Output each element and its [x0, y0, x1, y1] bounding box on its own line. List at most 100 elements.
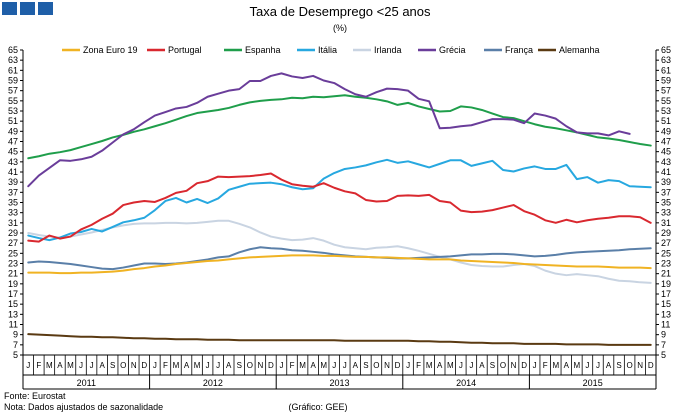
x-month-label: J: [343, 361, 347, 370]
x-month-label: J: [533, 361, 537, 370]
y-tick-label-left: 57: [8, 86, 18, 96]
x-month-label: N: [131, 361, 137, 370]
x-month-label: M: [46, 361, 53, 370]
x-month-label: M: [552, 361, 559, 370]
legend-label: Irlanda: [374, 45, 402, 55]
y-tick-label-right: 51: [661, 116, 671, 126]
series-line-zona-euro-19: [27, 254, 652, 275]
y-tick-label-left: 23: [8, 259, 18, 269]
x-month-label: M: [320, 361, 327, 370]
logo-block-1: [2, 2, 17, 15]
y-tick-label-left: 43: [8, 157, 18, 167]
y-axis-right: 5791113151719212325272931333537394143454…: [655, 45, 671, 389]
x-month-label: A: [606, 361, 612, 370]
x-month-label: D: [521, 361, 527, 370]
y-tick-label-left: 13: [8, 309, 18, 319]
series-line-franca: [27, 246, 652, 271]
chart-subtitle: (%): [333, 23, 347, 33]
x-month-label: D: [395, 361, 401, 370]
x-month-label: J: [279, 361, 283, 370]
y-tick-label-left: 5: [13, 350, 18, 360]
x-month-label: F: [543, 361, 548, 370]
y-tick-label-right: 49: [661, 126, 671, 136]
x-month-label: M: [67, 361, 74, 370]
legend-label: Itália: [318, 45, 337, 55]
y-tick-label-left: 49: [8, 126, 18, 136]
y-tick-label-right: 9: [661, 330, 666, 340]
y-tick-label-left: 45: [8, 147, 18, 157]
x-month-label: N: [257, 361, 263, 370]
y-tick-label-right: 25: [661, 248, 671, 258]
y-tick-label-right: 5: [661, 350, 666, 360]
x-month-label: M: [574, 361, 581, 370]
x-month-label: J: [596, 361, 600, 370]
y-tick-label-left: 39: [8, 177, 18, 187]
series-line-alemanha: [27, 333, 652, 346]
y-tick-label-right: 7: [661, 340, 666, 350]
legend-label: Espanha: [245, 45, 281, 55]
legend: Zona Euro 19 Portugal Espanha Itália Irlanda…: [62, 45, 600, 55]
y-tick-label-left: 31: [8, 218, 18, 228]
x-month-label: M: [426, 361, 433, 370]
y-tick-label-left: 51: [8, 116, 18, 126]
x-month-label: N: [384, 361, 390, 370]
y-tick-label-right: 17: [661, 289, 671, 299]
y-tick-label-right: 11: [661, 320, 670, 330]
x-month-label: J: [153, 361, 157, 370]
x-month-label: J: [459, 361, 463, 370]
y-tick-label-right: 43: [661, 157, 671, 167]
legend-label: Alemanha: [559, 45, 600, 55]
footer-source: Fonte: Eurostat: [4, 391, 66, 401]
x-month-label: A: [479, 361, 485, 370]
x-month-label: J: [332, 361, 336, 370]
x-month-label: A: [310, 361, 316, 370]
y-tick-label-left: 17: [8, 289, 18, 299]
x-month-label: N: [637, 361, 643, 370]
y-tick-label-right: 65: [661, 45, 671, 55]
x-month-label: O: [373, 361, 379, 370]
x-year-label: 2015: [583, 378, 603, 388]
y-tick-label-right: 31: [661, 218, 671, 228]
x-month-label: F: [290, 361, 295, 370]
x-month-label: F: [163, 361, 168, 370]
y-tick-label-left: 35: [8, 198, 18, 208]
x-month-label: M: [173, 361, 180, 370]
x-month-label: J: [406, 361, 410, 370]
y-tick-label-right: 15: [661, 299, 671, 309]
x-year-label: 2013: [329, 378, 349, 388]
y-tick-label-left: 37: [8, 187, 18, 197]
y-tick-label-left: 55: [8, 96, 18, 106]
y-tick-label-right: 57: [661, 86, 671, 96]
y-tick-label-right: 29: [661, 228, 671, 238]
x-month-label: M: [194, 361, 201, 370]
footer-note: Nota: Dados ajustados de sazonalidade: [4, 402, 163, 412]
series-line-italia: [27, 158, 652, 242]
x-month-label: D: [141, 361, 147, 370]
x-month-label: D: [648, 361, 654, 370]
y-tick-label-left: 15: [8, 299, 18, 309]
legend-label: Zona Euro 19: [83, 45, 138, 55]
x-month-label: A: [184, 361, 190, 370]
x-month-label: O: [247, 361, 253, 370]
y-tick-label-left: 63: [8, 55, 18, 65]
x-month-label: S: [616, 361, 621, 370]
x-year-label: 2011: [77, 378, 96, 388]
y-tick-label-left: 25: [8, 248, 18, 258]
legend-label: França: [505, 45, 533, 55]
x-month-label: N: [511, 361, 517, 370]
y-tick-label-right: 35: [661, 198, 671, 208]
x-month-label: F: [36, 361, 41, 370]
y-tick-label-right: 21: [661, 269, 671, 279]
y-tick-label-left: 47: [8, 137, 18, 147]
series-line-portugal: [27, 172, 652, 243]
y-tick-label-left: 9: [13, 330, 18, 340]
y-tick-label-right: 37: [661, 187, 671, 197]
x-month-label: J: [585, 361, 589, 370]
series-line-espanha: [27, 94, 652, 160]
y-tick-label-right: 47: [661, 137, 671, 147]
x-month-label: A: [57, 361, 63, 370]
x-month-label: A: [226, 361, 232, 370]
x-month-label: J: [469, 361, 473, 370]
